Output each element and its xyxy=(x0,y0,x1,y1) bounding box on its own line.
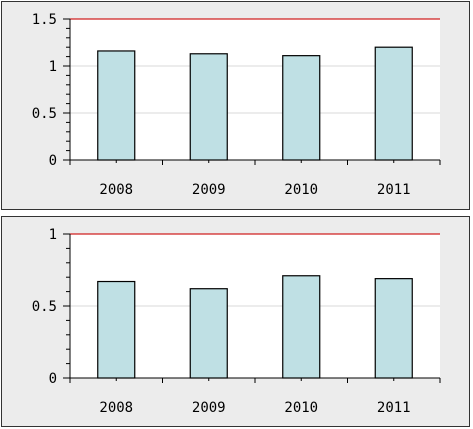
bar-2008 xyxy=(97,50,136,161)
x-tick-label: 2009 xyxy=(192,182,226,198)
x-tick-label: 2011 xyxy=(377,400,411,416)
bar-2008 xyxy=(97,280,136,379)
y-tick-label: 1 xyxy=(49,59,57,75)
chart-panel-top: 0 0.5 1 1.5 2008 2009 2010 2011 xyxy=(1,1,470,210)
bar-2011 xyxy=(374,46,413,161)
y-tick-label: 0.5 xyxy=(32,106,57,122)
bar-2010 xyxy=(282,55,321,161)
bar-2009 xyxy=(189,53,228,161)
bar-2010 xyxy=(282,275,321,379)
y-tick-label: 0.5 xyxy=(32,299,57,315)
y-tick-label: 0 xyxy=(49,371,57,387)
x-tick-label: 2010 xyxy=(284,182,318,198)
y-tick-label: 0 xyxy=(49,153,57,169)
bar-2009 xyxy=(189,288,228,379)
y-tick-label: 1.5 xyxy=(32,12,57,28)
x-tick-label: 2008 xyxy=(99,400,133,416)
x-tick-label: 2008 xyxy=(99,182,133,198)
chart-panel-bottom: 0 0.5 1 2008 2009 2010 2011 xyxy=(1,216,470,427)
bar-chart-top: 0 0.5 1 1.5 2008 2009 2010 2011 xyxy=(32,12,441,198)
x-tick-label: 2009 xyxy=(192,400,226,416)
bar-chart-bottom: 0 0.5 1 2008 2009 2010 2011 xyxy=(32,227,441,416)
y-tick-label: 1 xyxy=(49,227,57,243)
x-tick-label: 2011 xyxy=(377,182,411,198)
bar-2011 xyxy=(374,278,413,379)
x-tick-label: 2010 xyxy=(284,400,318,416)
